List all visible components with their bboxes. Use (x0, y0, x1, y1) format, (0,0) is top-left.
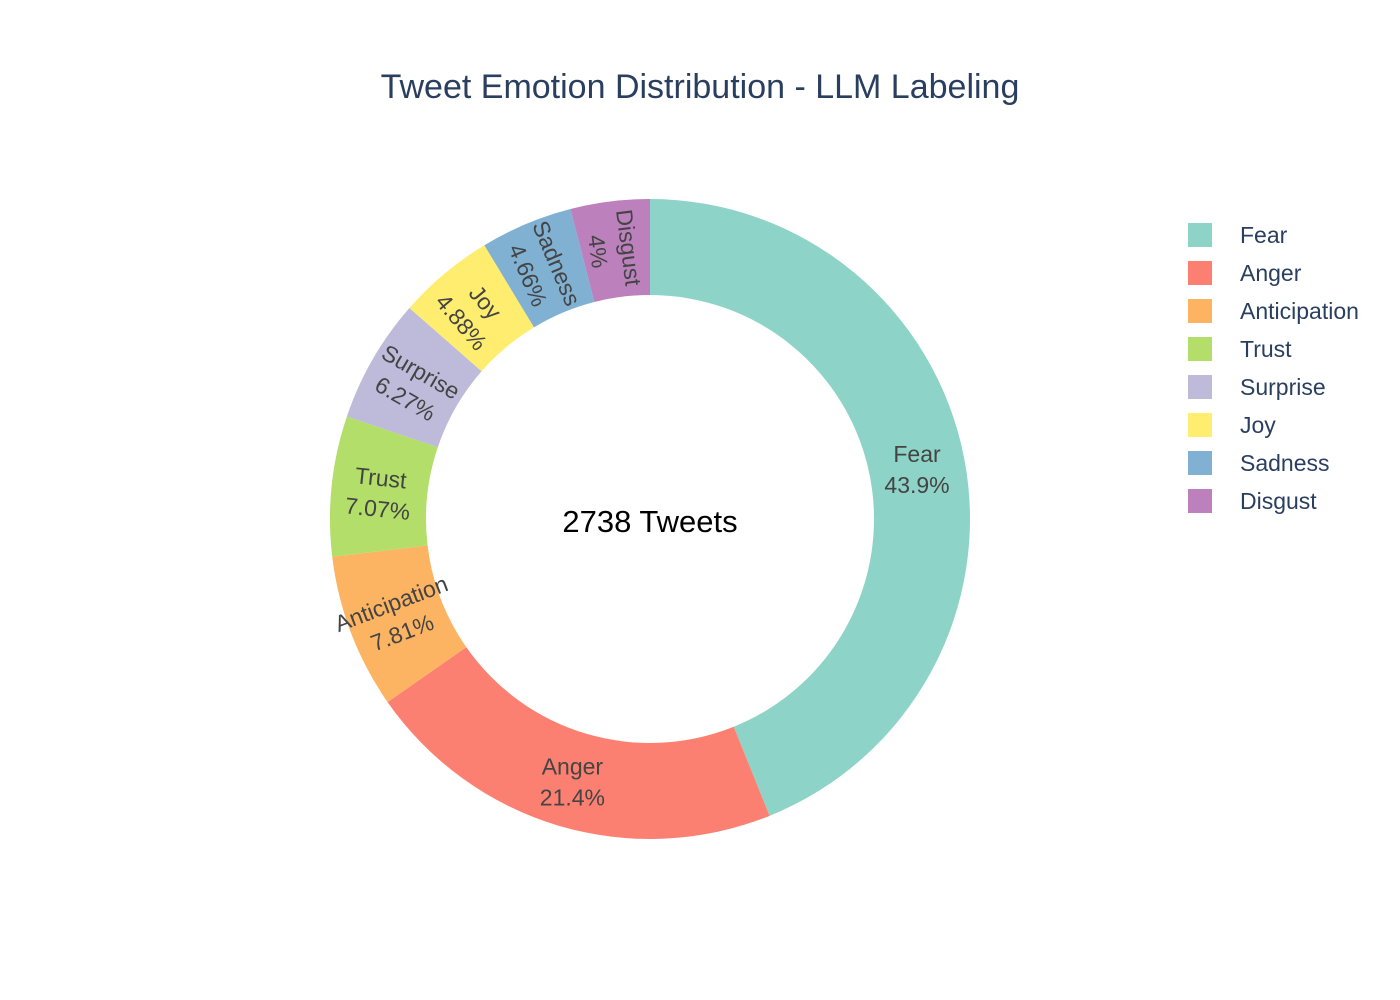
slice-disgust[interactable] (570, 199, 650, 303)
legend-item-trust[interactable]: Trust (1188, 330, 1359, 368)
slice-anticipation[interactable] (332, 545, 467, 703)
slice-sadness[interactable] (484, 209, 595, 328)
legend-swatch (1188, 223, 1212, 247)
slice-label-anger: Anger 21.4% (540, 754, 605, 811)
legend: Fear Anger Anticipation Trust Surprise Joy Sad… (1188, 216, 1359, 520)
slice-percent-anger: 21.4% (540, 785, 605, 811)
slice-percent-fear: 43.9% (884, 472, 949, 498)
legend-item-disgust[interactable]: Disgust (1188, 482, 1359, 520)
legend-label: Sadness (1240, 449, 1330, 476)
legend-label: Anticipation (1240, 297, 1359, 324)
legend-swatch (1188, 261, 1212, 285)
legend-swatch (1188, 413, 1212, 437)
legend-label: Joy (1240, 411, 1276, 438)
center-annotation: 2738 Tweets (562, 504, 737, 539)
legend-swatch (1188, 299, 1212, 323)
slice-name-fear: Fear (893, 441, 941, 467)
slice-surprise[interactable] (346, 308, 482, 448)
legend-swatch (1188, 337, 1212, 361)
slice-label-fear: Fear 43.9% (884, 441, 949, 498)
legend-swatch (1188, 375, 1212, 399)
legend-label: Trust (1240, 335, 1292, 362)
slice-percent-disgust: 4% (583, 233, 613, 269)
legend-label: Anger (1240, 259, 1302, 286)
legend-item-fear[interactable]: Fear (1188, 216, 1359, 254)
legend-label: Disgust (1240, 487, 1317, 514)
legend-item-anticipation[interactable]: Anticipation (1188, 292, 1359, 330)
legend-item-surprise[interactable]: Surprise (1188, 368, 1359, 406)
legend-label: Fear (1240, 221, 1288, 248)
legend-item-sadness[interactable]: Sadness (1188, 444, 1359, 482)
legend-item-joy[interactable]: Joy (1188, 406, 1359, 444)
slice-name-anger: Anger (542, 754, 604, 780)
legend-swatch (1188, 451, 1212, 475)
slice-fear[interactable] (650, 199, 970, 816)
legend-swatch (1188, 489, 1212, 513)
slice-trust[interactable] (330, 416, 438, 557)
chart-title: Tweet Emotion Distribution - LLM Labelin… (380, 68, 1020, 106)
slice-anger[interactable] (387, 647, 770, 840)
legend-label: Surprise (1240, 373, 1326, 400)
legend-item-anger[interactable]: Anger (1188, 254, 1359, 292)
slice-name-trust: Trust (354, 462, 409, 493)
slice-joy[interactable] (409, 245, 535, 372)
